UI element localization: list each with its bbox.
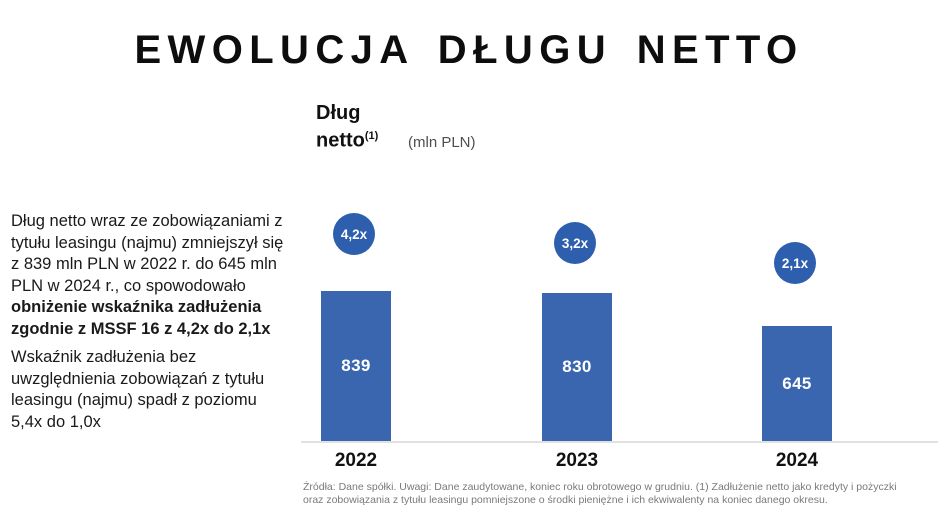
ratio-badge-2023: 3,2x <box>554 222 596 264</box>
x-axis-label-2023: 2023 <box>555 450 599 471</box>
commentary-paragraph-1: Dług netto wraz ze zobowiązaniami z tytu… <box>11 211 292 340</box>
chart-title-text: Dług netto <box>316 102 365 152</box>
bar-value-label: 839 <box>341 356 371 375</box>
bar-value-label: 830 <box>562 357 592 376</box>
commentary-paragraph-1-regular: Dług netto wraz ze zobowiązaniami z tytu… <box>11 212 284 295</box>
bar-2022: 839 <box>321 291 391 441</box>
bar-value-label: 645 <box>782 373 812 393</box>
chart-title-footnote-marker: (1) <box>364 130 379 142</box>
commentary-paragraph-2: Wskaźnik zadłużenia bez uwzględnienia zo… <box>11 348 265 431</box>
chart-header: Dług netto(1) (mln PLN) <box>316 102 476 153</box>
bar-2023: 830 <box>542 293 612 441</box>
chart-title: Dług netto(1) <box>316 102 394 153</box>
chart-unit-label: (mln PLN) <box>408 133 476 151</box>
x-axis-label-2024: 2024 <box>775 450 819 471</box>
commentary-paragraph-1-bold: obniżenie wskaźnika zadłużenia zgodnie z… <box>11 298 271 338</box>
ratio-badge-2024: 2,1x <box>774 242 816 284</box>
bar-2024: 645 <box>762 326 832 441</box>
page-title: EWOLUCJA DŁUGU NETTO <box>134 28 804 72</box>
source-footnote: Źródła: Dane spółki. Uwagi: Dane zaudyto… <box>303 481 897 506</box>
commentary-text-block: Dług netto wraz ze zobowiązaniami z tytu… <box>11 211 292 433</box>
x-axis-label-2022: 2022 <box>334 450 378 471</box>
chart-baseline <box>301 441 938 443</box>
ratio-badge-2022: 4,2x <box>333 213 375 255</box>
